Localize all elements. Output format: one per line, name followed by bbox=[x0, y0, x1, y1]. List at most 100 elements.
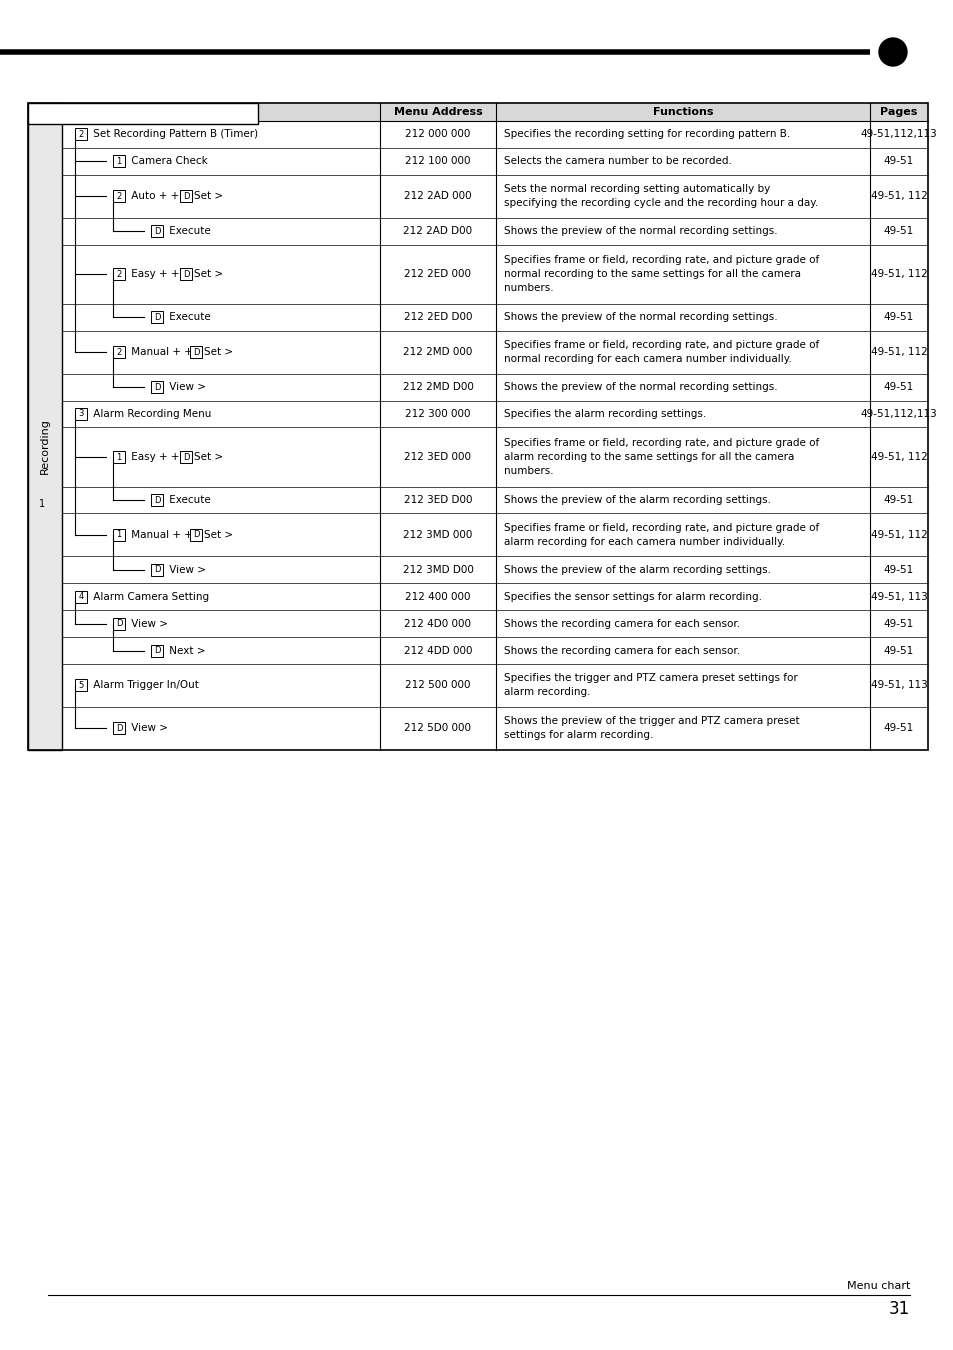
Bar bbox=[112, 346, 125, 358]
Text: Shows the preview of the alarm recording settings.: Shows the preview of the alarm recording… bbox=[503, 495, 770, 505]
Text: alarm recording.: alarm recording. bbox=[503, 687, 590, 698]
Text: D: D bbox=[153, 313, 160, 321]
Text: Specifies the recording setting for recording pattern B.: Specifies the recording setting for reco… bbox=[503, 130, 789, 139]
Bar bbox=[180, 269, 192, 281]
Text: 212 2ED 000: 212 2ED 000 bbox=[404, 269, 471, 279]
Text: 49-51,112,113: 49-51,112,113 bbox=[860, 130, 937, 139]
Text: 212 4D0 000: 212 4D0 000 bbox=[404, 618, 471, 629]
Text: 212 2AD D00: 212 2AD D00 bbox=[403, 227, 472, 236]
Bar bbox=[33, 495, 51, 513]
Text: 49-51, 112: 49-51, 112 bbox=[870, 192, 926, 201]
Text: 49-51: 49-51 bbox=[882, 382, 913, 391]
Bar bbox=[112, 618, 125, 629]
Text: 49-51, 112: 49-51, 112 bbox=[870, 531, 926, 540]
Text: 212 2MD 000: 212 2MD 000 bbox=[403, 347, 472, 358]
Text: Shows the recording camera for each sensor.: Shows the recording camera for each sens… bbox=[503, 618, 740, 629]
Text: D: D bbox=[115, 724, 122, 733]
Text: D: D bbox=[183, 270, 189, 278]
Text: D: D bbox=[153, 566, 160, 574]
Text: Alarm Trigger In/Out: Alarm Trigger In/Out bbox=[90, 680, 198, 690]
Text: numbers.: numbers. bbox=[503, 466, 553, 477]
Text: Auto + +: Auto + + bbox=[128, 192, 182, 201]
Text: 49-51, 112: 49-51, 112 bbox=[870, 452, 926, 462]
Text: 2: 2 bbox=[116, 192, 121, 201]
Text: D: D bbox=[115, 620, 122, 628]
Bar bbox=[112, 451, 125, 463]
Text: 49-51,112,113: 49-51,112,113 bbox=[860, 409, 937, 418]
Text: Camera Check: Camera Check bbox=[128, 157, 208, 166]
Text: Set >: Set > bbox=[193, 192, 223, 201]
Text: 49-51: 49-51 bbox=[882, 157, 913, 166]
Text: Shows the preview of the normal recording settings.: Shows the preview of the normal recordin… bbox=[503, 382, 777, 391]
Bar bbox=[112, 529, 125, 541]
Bar bbox=[151, 644, 163, 656]
Text: D: D bbox=[183, 192, 189, 201]
Bar bbox=[191, 346, 202, 358]
Text: Alarm Recording Menu: Alarm Recording Menu bbox=[90, 409, 212, 418]
Text: 212 3ED 000: 212 3ED 000 bbox=[404, 452, 471, 462]
Text: 212 2MD D00: 212 2MD D00 bbox=[402, 382, 473, 391]
Text: alarm recording to the same settings for all the camera: alarm recording to the same settings for… bbox=[503, 452, 794, 462]
Text: Menu chart: Menu chart bbox=[845, 1281, 909, 1291]
Text: Alarm Camera Setting: Alarm Camera Setting bbox=[90, 591, 209, 602]
Text: Shows the recording camera for each sensor.: Shows the recording camera for each sens… bbox=[503, 645, 740, 656]
Text: 212 3MD 000: 212 3MD 000 bbox=[403, 531, 472, 540]
Text: Setup Menu (200 000 000): Setup Menu (200 000 000) bbox=[33, 108, 189, 119]
Text: Next >: Next > bbox=[166, 645, 205, 656]
Bar bbox=[28, 103, 62, 751]
Text: 3: 3 bbox=[78, 409, 84, 418]
Bar bbox=[28, 103, 927, 751]
Text: Execute: Execute bbox=[166, 312, 211, 323]
Text: D: D bbox=[153, 382, 160, 391]
Text: Specifies the trigger and PTZ camera preset settings for: Specifies the trigger and PTZ camera pre… bbox=[503, 674, 797, 683]
Text: 4: 4 bbox=[78, 593, 84, 601]
Text: Functions: Functions bbox=[652, 107, 713, 117]
Text: View >: View > bbox=[128, 724, 168, 733]
Text: Specifies frame or field, recording rate, and picture grade of: Specifies frame or field, recording rate… bbox=[503, 255, 819, 265]
Text: Manual + +: Manual + + bbox=[128, 531, 196, 540]
Text: 212 4DD 000: 212 4DD 000 bbox=[403, 645, 472, 656]
Text: View >: View > bbox=[166, 382, 206, 391]
Text: Specifies frame or field, recording rate, and picture grade of: Specifies frame or field, recording rate… bbox=[503, 340, 819, 350]
Text: D: D bbox=[153, 647, 160, 655]
Text: 1: 1 bbox=[116, 157, 121, 166]
Bar bbox=[112, 722, 125, 734]
Text: normal recording for each camera number individually.: normal recording for each camera number … bbox=[503, 354, 791, 364]
Text: Specifies the alarm recording settings.: Specifies the alarm recording settings. bbox=[503, 409, 705, 418]
Bar bbox=[151, 564, 163, 576]
Text: 49-51: 49-51 bbox=[882, 227, 913, 236]
Text: Execute: Execute bbox=[166, 227, 211, 236]
Text: 212 2ED D00: 212 2ED D00 bbox=[403, 312, 472, 323]
Bar bbox=[151, 381, 163, 393]
Bar bbox=[180, 451, 192, 463]
Text: View >: View > bbox=[166, 564, 206, 575]
Text: 1: 1 bbox=[116, 452, 121, 462]
Bar bbox=[75, 679, 87, 691]
Text: D: D bbox=[183, 452, 189, 462]
Text: 31: 31 bbox=[888, 1300, 909, 1318]
Text: 49-51, 113: 49-51, 113 bbox=[870, 680, 926, 690]
Text: Execute: Execute bbox=[166, 495, 211, 505]
Text: Menu Address: Menu Address bbox=[394, 107, 482, 117]
Text: 49-51: 49-51 bbox=[882, 564, 913, 575]
Bar bbox=[112, 155, 125, 167]
Text: 212 100 000: 212 100 000 bbox=[405, 157, 470, 166]
Text: 49-51: 49-51 bbox=[882, 312, 913, 323]
Text: D: D bbox=[153, 495, 160, 505]
Text: Shows the preview of the normal recording settings.: Shows the preview of the normal recordin… bbox=[503, 227, 777, 236]
Text: numbers.: numbers. bbox=[503, 284, 553, 293]
Text: settings for alarm recording.: settings for alarm recording. bbox=[503, 730, 653, 741]
Bar bbox=[112, 269, 125, 281]
Text: 49-51: 49-51 bbox=[882, 618, 913, 629]
Bar bbox=[75, 128, 87, 140]
Text: 212 300 000: 212 300 000 bbox=[405, 409, 470, 418]
Text: Selects the camera number to be recorded.: Selects the camera number to be recorded… bbox=[503, 157, 731, 166]
Text: 1: 1 bbox=[39, 500, 45, 509]
Bar bbox=[180, 190, 192, 202]
Text: Easy + +: Easy + + bbox=[128, 269, 183, 279]
Text: Recording: Recording bbox=[40, 418, 50, 474]
Text: 212 000 000: 212 000 000 bbox=[405, 130, 470, 139]
Text: 49-51: 49-51 bbox=[882, 724, 913, 733]
Text: 2: 2 bbox=[116, 270, 121, 278]
Text: 212 3ED D00: 212 3ED D00 bbox=[403, 495, 472, 505]
